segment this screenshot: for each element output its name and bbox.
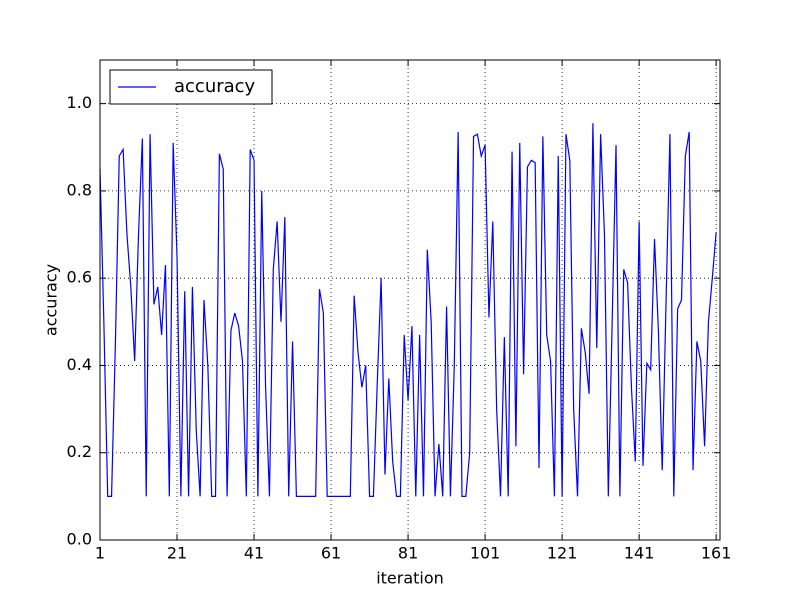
y-tick-label: 0.2 bbox=[67, 442, 92, 461]
y-axis-label: accuracy bbox=[42, 264, 61, 336]
y-tick-label: 0.0 bbox=[67, 530, 92, 549]
y-tick-label: 0.6 bbox=[67, 268, 92, 287]
data-line bbox=[99, 123, 717, 497]
plot-frame bbox=[99, 59, 721, 541]
x-tick-label: 121 bbox=[547, 544, 578, 563]
legend-label: accuracy bbox=[174, 76, 256, 97]
x-tick-label: 21 bbox=[167, 544, 187, 563]
y-tick-label: 1.0 bbox=[67, 93, 92, 112]
x-tick-label: 101 bbox=[470, 544, 501, 563]
y-tick-label: 0.4 bbox=[67, 355, 92, 374]
x-tick-label: 61 bbox=[321, 544, 341, 563]
x-tick-label: 161 bbox=[701, 544, 732, 563]
y-tick-label: 0.8 bbox=[67, 180, 92, 199]
x-tick-label: 81 bbox=[398, 544, 418, 563]
x-tick-label: 1 bbox=[95, 544, 105, 563]
x-axis-label: iteration bbox=[376, 569, 444, 588]
x-tick-label: 141 bbox=[624, 544, 655, 563]
x-tick-label: 41 bbox=[244, 544, 264, 563]
